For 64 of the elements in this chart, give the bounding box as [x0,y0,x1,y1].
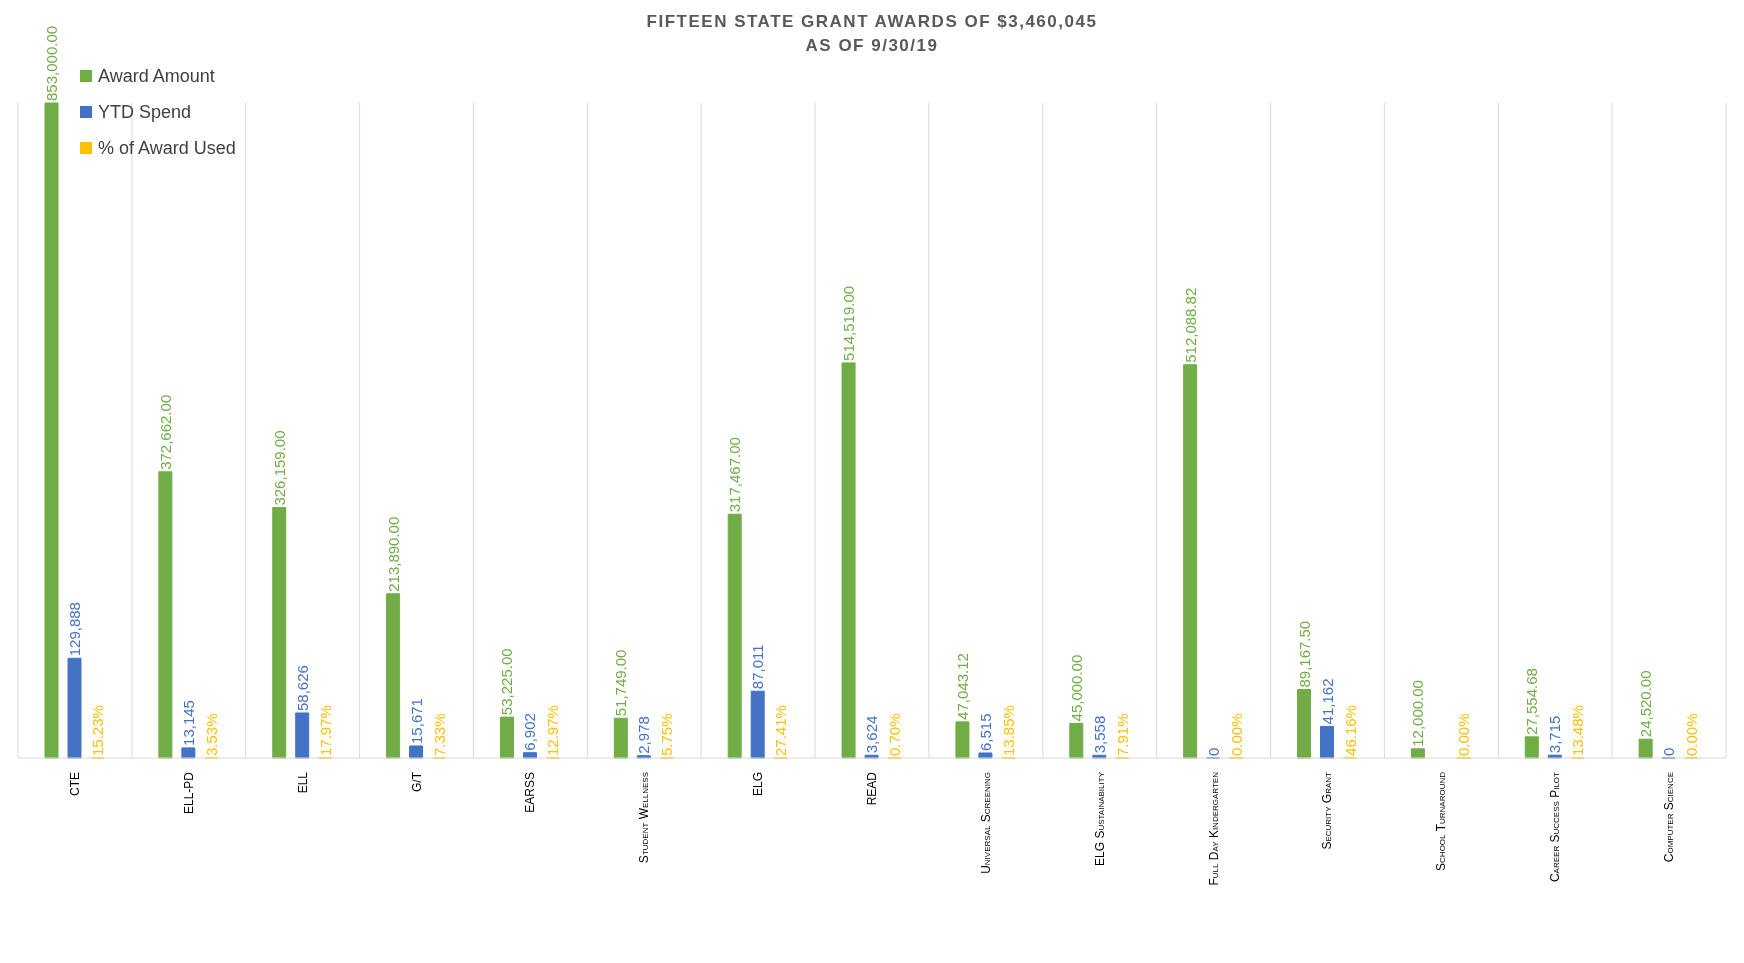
x-tick-label: CTE [67,772,82,796]
data-label: 317,467.00 [726,437,744,513]
chart-title: FIFTEEN STATE GRANT AWARDS OF $3,460,045 [646,12,1098,31]
data-label: 24,520.00 [1637,670,1655,738]
data-label: 27.41% [772,705,790,756]
data-label: 0 [1204,747,1222,756]
x-tick-label: EARSS [523,772,538,813]
data-label: 12.97% [544,705,562,756]
data-label: 41,162 [1318,678,1336,725]
data-label: 0.00% [1683,713,1701,756]
data-label: 87,011 [749,644,767,690]
data-label: 13.85% [999,705,1017,756]
data-label: 514,519.00 [840,285,858,361]
data-label: 3.53% [202,713,220,756]
legend-label: YTD Spend [98,101,192,123]
legend-label: Award Amount [98,65,215,87]
x-tick-label: Career Success Pilot [1548,771,1563,883]
data-label: 0 [1660,747,1678,756]
data-label: 6,515 [976,713,994,751]
x-tick-label: G/T [409,771,424,792]
data-label: 47,043.12 [953,653,971,720]
data-label: 89,167.50 [1295,620,1313,688]
data-label: 213,890.00 [384,516,402,592]
data-label: 46.16% [1341,705,1359,756]
data-label: 2,978 [635,716,653,754]
data-label: 27,554.68 [1523,668,1541,735]
x-tick-label: Student Wellness [637,772,652,864]
data-label: 12,000.00 [1409,680,1427,747]
x-tick-label: READ [865,771,879,806]
data-label: 372,662.00 [156,394,174,470]
data-label: 51,749.00 [612,649,630,717]
data-label: 512,088.82 [1181,287,1199,363]
x-tick-label: ELG [751,772,766,797]
x-tick-label: ELL-PD [181,771,196,815]
data-label: 13.48% [1569,705,1587,756]
x-tick-label: Computer Science [1662,772,1677,863]
data-label: 17.97% [316,705,334,756]
chart-subtitle: AS OF 9/30/19 [805,36,939,55]
data-label: 15.23% [89,705,106,756]
x-tick-label: ELG Sustainability [1092,771,1107,866]
data-label: 853,000.00 [43,25,60,101]
data-label: 0.00% [1455,713,1473,756]
data-label: 7.91% [1113,713,1131,756]
data-label: 7.33% [430,713,448,756]
data-label: 0.70% [886,713,904,756]
data-label: 13,145 [179,700,197,746]
x-tick-label: Security Grant [1320,771,1335,850]
data-label: 58,626 [293,665,311,711]
x-tick-label: School Turnaround [1434,771,1449,871]
legend-label: % of Award Used [98,137,236,159]
x-tick-label: Universal Screening [978,772,993,874]
data-label: 45,000.00 [1067,654,1085,722]
x-tick-label: ELL [295,771,310,794]
data-label: 0.00% [1227,713,1245,756]
x-tick-label: Full Day Kindergarten [1206,771,1221,886]
data-label: 5.75% [658,713,676,756]
data-label: 3,558 [1090,715,1108,754]
data-label: 6,902 [521,713,539,751]
data-label: 15,671 [407,698,425,744]
data-label: 3,715 [1546,715,1564,754]
data-label: 53,225.00 [498,648,516,716]
data-label: 3,624 [863,715,881,754]
data-label: 129,888 [66,602,83,657]
data-label: 326,159.00 [270,430,288,506]
